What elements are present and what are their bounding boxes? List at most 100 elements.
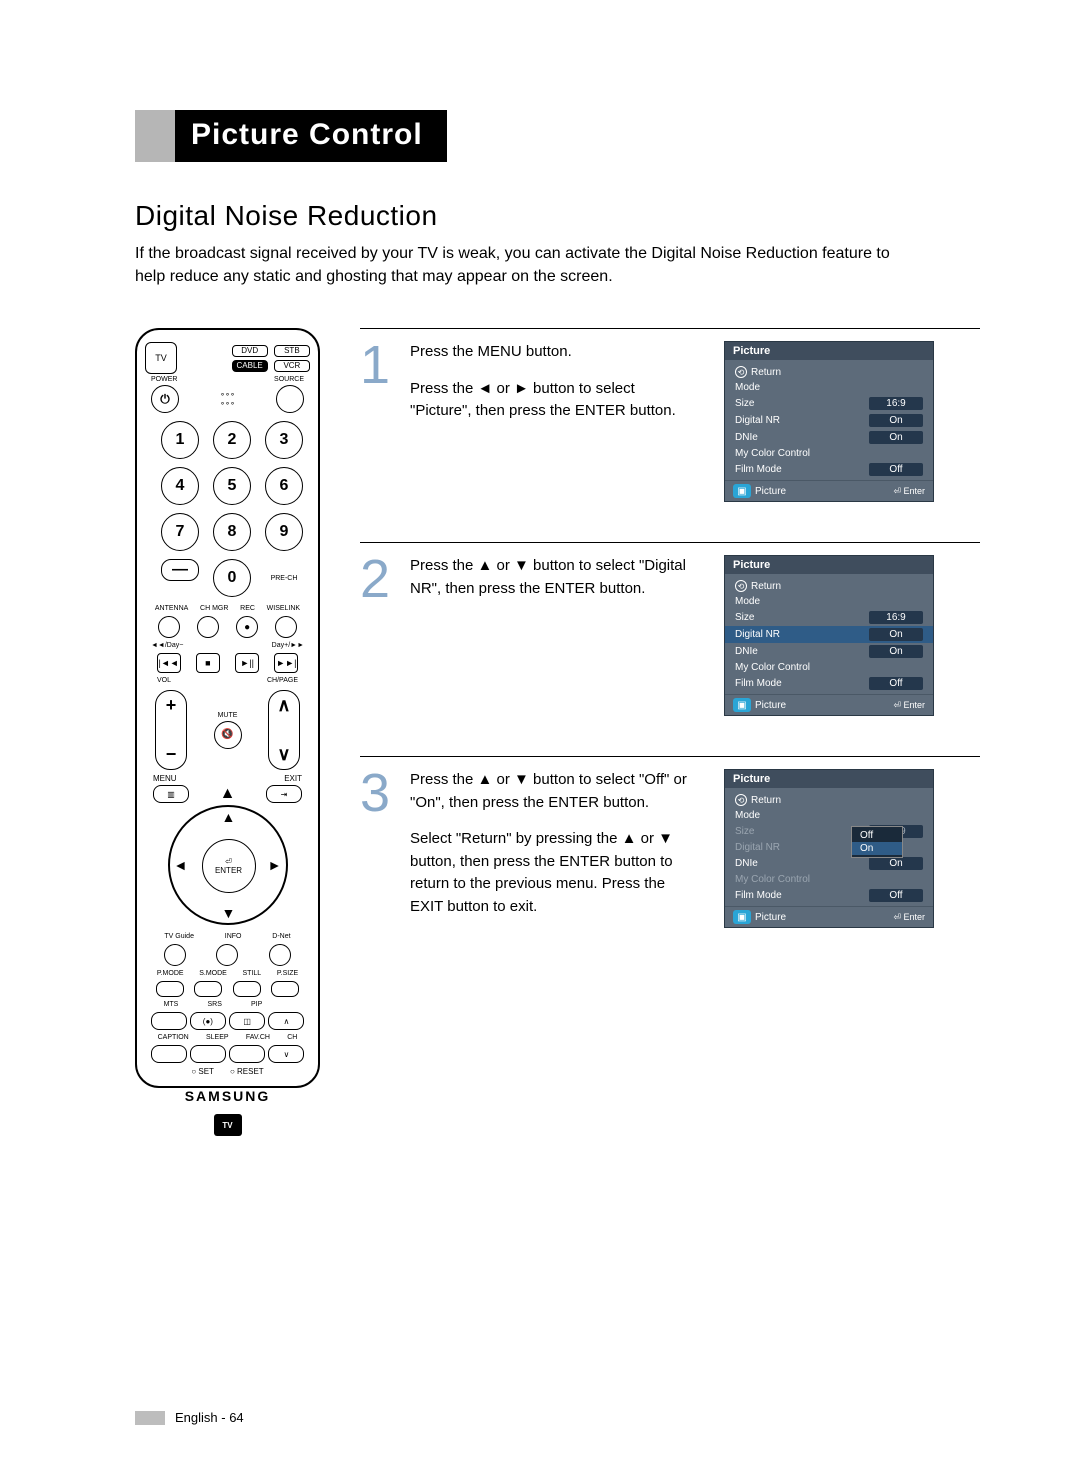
- sleep-button[interactable]: [190, 1045, 226, 1063]
- menu-label: MENU: [153, 774, 177, 783]
- return-icon: ⟲: [735, 366, 747, 378]
- dpad-left[interactable]: ◄: [174, 857, 188, 873]
- osd-row-label: Digital NR: [735, 629, 780, 640]
- remote-dvd-button[interactable]: DVD: [232, 345, 268, 357]
- mute-button[interactable]: 🔇: [214, 721, 242, 749]
- step-text: Press the ▲ or ▼ button to select "Digit…: [410, 555, 710, 614]
- steps-column: 1Press the MENU button.Press the ◄ or ► …: [360, 328, 980, 972]
- ch-down-button[interactable]: ∨: [268, 1045, 304, 1063]
- stop-button[interactable]: ■: [196, 653, 220, 673]
- mts-button[interactable]: [151, 1012, 187, 1030]
- instruction-step: 1Press the MENU button.Press the ◄ or ► …: [360, 328, 980, 542]
- osd-footer: ▣Picture⏎ Enter: [725, 480, 933, 501]
- osd-menu-row: Mode: [725, 808, 933, 823]
- green-button[interactable]: [194, 981, 222, 997]
- pip-label: PIP: [251, 1001, 262, 1008]
- osd-return-row: ⟲Return: [725, 792, 933, 808]
- num-0[interactable]: 0: [213, 559, 251, 597]
- osd-menu-row: Digital NROn: [725, 412, 933, 429]
- footer-accent-block: [135, 1411, 165, 1425]
- dnet-button[interactable]: [269, 944, 291, 966]
- num-7[interactable]: 7: [161, 513, 199, 551]
- exit-button[interactable]: ⇥: [266, 785, 302, 803]
- remote-stb-button[interactable]: STB: [274, 345, 310, 357]
- osd-menu-row: Film ModeOff: [725, 887, 933, 904]
- dpad-up[interactable]: ▲: [222, 809, 236, 825]
- num-8[interactable]: 8: [213, 513, 251, 551]
- step-text: Press the ▲ or ▼ button to select "Off" …: [410, 769, 710, 932]
- num-4[interactable]: 4: [161, 467, 199, 505]
- picture-icon: ▣: [733, 910, 751, 924]
- mts-label: MTS: [164, 1001, 179, 1008]
- osd-row-value: On: [869, 414, 923, 427]
- favch-button[interactable]: [229, 1045, 265, 1063]
- antenna-button[interactable]: [158, 616, 180, 638]
- chmgr-button[interactable]: [197, 616, 219, 638]
- ch-up-button[interactable]: ∧: [268, 1012, 304, 1030]
- info-label: INFO: [225, 933, 242, 940]
- tvguide-button[interactable]: [164, 944, 186, 966]
- osd-menu-row: Digital NR On: [725, 626, 933, 643]
- osd-footer-enter: ⏎ Enter: [893, 700, 925, 711]
- dpad-right[interactable]: ►: [268, 857, 282, 873]
- caption-button[interactable]: [151, 1045, 187, 1063]
- pre-ch-label: PRE-CH: [265, 575, 303, 582]
- yellow-button[interactable]: [233, 981, 261, 997]
- day-minus-label: ◄◄/Day−: [151, 642, 183, 649]
- ch-label: CH: [287, 1034, 297, 1041]
- osd-menu-row: My Color Control: [725, 660, 933, 675]
- osd-return-row: ⟲Return: [725, 578, 933, 594]
- play-pause-button[interactable]: ►||: [235, 653, 259, 673]
- section-subtitle: Digital Noise Reduction: [135, 200, 980, 232]
- power-button[interactable]: ⏻: [151, 385, 179, 413]
- osd-menu-row: Film ModeOff: [725, 675, 933, 692]
- pmode-label: P.MODE: [157, 970, 184, 977]
- remote-cable-button[interactable]: CABLE: [232, 360, 268, 372]
- chpage-label: CH/PAGE: [267, 677, 298, 684]
- step-number: 3: [360, 769, 396, 818]
- osd-footer-label: Picture: [755, 912, 786, 923]
- wiselink-button[interactable]: [275, 616, 297, 638]
- sleep-label: SLEEP: [206, 1034, 229, 1041]
- num-9[interactable]: 9: [265, 513, 303, 551]
- page-number: English - 64: [175, 1410, 244, 1425]
- info-button[interactable]: [216, 944, 238, 966]
- dpad-down[interactable]: ▼: [222, 905, 236, 921]
- num-3[interactable]: 3: [265, 421, 303, 459]
- chmgr-label: CH MGR: [200, 605, 228, 612]
- osd-menu-row: Size16:9: [725, 609, 933, 626]
- num-6[interactable]: 6: [265, 467, 303, 505]
- osd-return-row: ⟲Return: [725, 364, 933, 380]
- blue-button[interactable]: [271, 981, 299, 997]
- enter-button[interactable]: ⏎ ENTER: [202, 839, 256, 893]
- num-5[interactable]: 5: [213, 467, 251, 505]
- menu-button[interactable]: ▥: [153, 785, 189, 803]
- srs-button[interactable]: (●): [190, 1012, 226, 1030]
- volume-rocker[interactable]: +−: [155, 690, 187, 770]
- osd-row-value: On: [869, 628, 923, 641]
- instruction-step: 2Press the ▲ or ▼ button to select "Digi…: [360, 542, 980, 756]
- remote-control-illustration: TV DVD STB CABLE VCR POWER SOURCE ⏻ ∘∘∘∘…: [135, 328, 320, 1088]
- skip-fwd-button[interactable]: ►►|: [274, 653, 298, 673]
- red-button[interactable]: [156, 981, 184, 997]
- title-accent-block: [135, 110, 175, 162]
- dpad: ▲ ▼ ◄ ► ⏎ ENTER: [168, 805, 288, 925]
- num-1[interactable]: 1: [161, 421, 199, 459]
- num-2[interactable]: 2: [213, 421, 251, 459]
- dash-button[interactable]: —: [161, 559, 199, 581]
- chapter-title: Picture Control: [175, 110, 447, 162]
- remote-vcr-button[interactable]: VCR: [274, 360, 310, 372]
- rec-button[interactable]: ●: [236, 616, 258, 638]
- osd-row-value: Off: [869, 463, 923, 476]
- pip-button[interactable]: ◫: [229, 1012, 265, 1030]
- tvguide-logo-icon: TV: [214, 1114, 242, 1136]
- osd-row-value: Off: [869, 889, 923, 902]
- source-button[interactable]: [276, 385, 304, 413]
- osd-footer: ▣Picture⏎ Enter: [725, 694, 933, 715]
- osd-menu-row: Size16:9: [725, 395, 933, 412]
- remote-tv-button[interactable]: TV: [145, 342, 177, 374]
- rec-label: REC: [240, 605, 255, 612]
- skip-back-button[interactable]: |◄◄: [157, 653, 181, 673]
- channel-rocker[interactable]: ∧∨: [268, 690, 300, 770]
- page-footer: English - 64: [135, 1410, 244, 1425]
